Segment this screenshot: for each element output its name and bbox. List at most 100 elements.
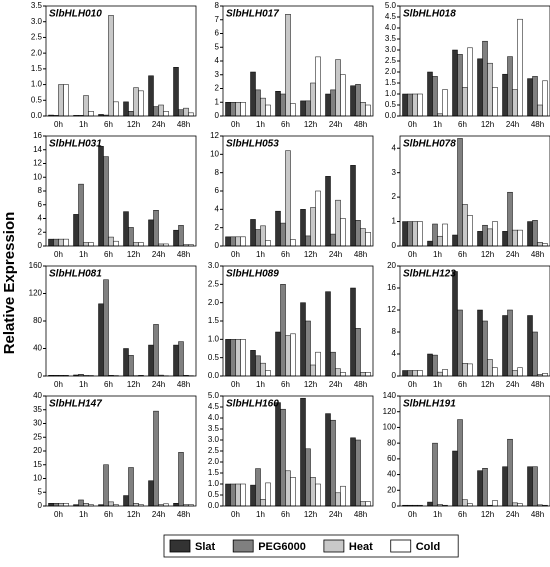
y-tick-label: 30 — [33, 419, 42, 428]
x-tick-label: 24h — [329, 250, 342, 259]
bar — [250, 71, 256, 117]
legend-label: Cold — [416, 541, 440, 553]
y-tick-label: 8 — [215, 168, 220, 177]
bar — [103, 464, 109, 507]
bar — [457, 138, 463, 247]
legend-frame — [163, 534, 459, 558]
bar — [365, 104, 371, 117]
bar — [462, 204, 468, 247]
bar — [507, 56, 513, 117]
bar — [442, 369, 448, 377]
bar — [360, 501, 366, 507]
y-tick-label: 2.0 — [208, 298, 220, 307]
x-tick-label: 1h — [433, 250, 442, 259]
plot-frame — [222, 395, 374, 507]
y-tick-label: 0.0 — [208, 371, 220, 380]
bar — [235, 236, 241, 247]
bar — [360, 372, 366, 377]
plot-frame — [399, 5, 550, 117]
bar — [330, 233, 336, 247]
y-tick-label: 100 — [383, 423, 397, 432]
x-tick-label: 48h — [531, 380, 544, 389]
y-tick-label: 0.5 — [208, 353, 220, 362]
bar — [255, 355, 261, 377]
x-tick-label: 12h — [481, 510, 494, 519]
bar — [148, 344, 154, 377]
bar — [48, 503, 54, 507]
bar — [260, 499, 266, 507]
bar — [260, 97, 266, 117]
x-tick-label: 1h — [256, 120, 265, 129]
x-tick-label: 6h — [458, 120, 467, 129]
bar — [300, 397, 306, 507]
bar — [178, 341, 184, 377]
plot-frame — [45, 265, 197, 377]
y-tick-label: 3.0 — [31, 17, 43, 26]
legend-swatch — [169, 539, 191, 553]
bar — [285, 335, 291, 377]
panel-title: SlbHLH010 — [49, 9, 102, 20]
bar — [310, 364, 316, 377]
y-tick-label: 2.0 — [385, 67, 397, 76]
y-tick-label: 40 — [387, 470, 396, 479]
y-tick-label: 4 — [215, 56, 220, 65]
y-tick-label: 5.0 — [385, 1, 397, 10]
bar — [163, 111, 169, 117]
y-tick-label: 3.0 — [208, 435, 220, 444]
bar — [250, 219, 256, 247]
y-tick-label: 80 — [33, 316, 42, 325]
panel-title: SlbHLH018 — [403, 9, 456, 20]
bar — [265, 104, 271, 117]
bar — [335, 492, 341, 507]
bar — [487, 228, 493, 247]
bar — [330, 89, 336, 117]
bar — [58, 238, 64, 247]
x-tick-label: 12h — [481, 250, 494, 259]
x-tick-label: 1h — [256, 510, 265, 519]
bar — [365, 232, 371, 247]
bar — [477, 309, 483, 377]
y-tick-label: 120 — [29, 289, 43, 298]
y-tick-label: 7 — [215, 15, 220, 24]
bar — [467, 363, 473, 377]
bar — [250, 484, 256, 507]
bar — [225, 483, 231, 507]
bar — [335, 199, 341, 247]
bar — [133, 503, 139, 507]
y-tick-label: 2.5 — [208, 446, 220, 455]
x-tick-label: 0h — [54, 120, 63, 129]
bar — [482, 224, 488, 247]
x-tick-label: 0h — [408, 380, 417, 389]
y-tick-label: 0 — [215, 241, 220, 250]
bar — [325, 176, 331, 247]
bar — [407, 370, 413, 377]
y-tick-label: 0 — [38, 241, 43, 250]
y-tick-label: 1.5 — [31, 64, 43, 73]
bar — [225, 236, 231, 247]
bar — [432, 354, 438, 377]
bar — [325, 291, 331, 377]
bar — [512, 229, 518, 247]
bar — [457, 419, 463, 507]
bar — [482, 320, 488, 377]
x-tick-label: 24h — [329, 510, 342, 519]
bar — [330, 419, 336, 507]
bar — [462, 87, 468, 117]
x-tick-label: 6h — [104, 380, 113, 389]
bar — [402, 370, 408, 377]
bar — [183, 107, 189, 117]
bar — [532, 331, 538, 377]
panel-title: SlbHLH078 — [403, 139, 456, 150]
bar — [83, 242, 89, 247]
bar — [108, 15, 114, 117]
bar — [452, 450, 458, 507]
bar — [103, 279, 109, 377]
x-tick-label: 1h — [256, 380, 265, 389]
x-tick-label: 6h — [104, 120, 113, 129]
x-tick-label: 12h — [304, 510, 317, 519]
legend-swatch — [323, 539, 345, 553]
bar — [477, 58, 483, 117]
x-tick-label: 6h — [458, 250, 467, 259]
y-tick-label: 20 — [33, 446, 42, 455]
y-tick-label: 0 — [392, 501, 397, 510]
